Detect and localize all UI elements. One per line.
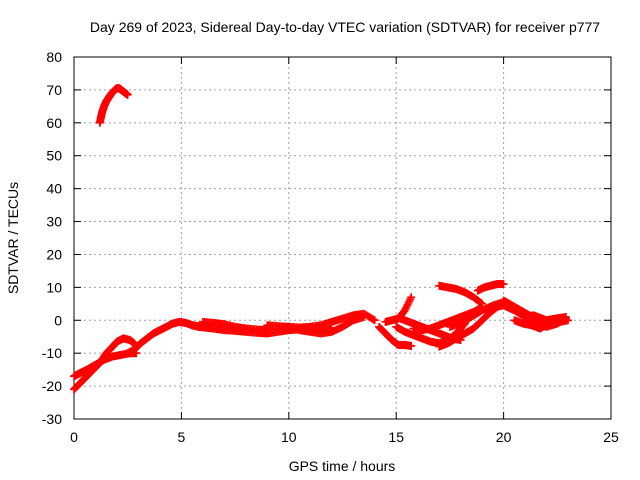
y-tick-label: -30 — [42, 411, 62, 427]
axis-ticks: 0 5 10 15 20 25 -30 -20 -10 0 10 20 30 40 50 60 70 80 — [42, 49, 619, 445]
data-point — [123, 90, 132, 99]
data-point — [564, 316, 573, 325]
data-point — [476, 298, 485, 307]
data-point — [407, 341, 416, 350]
y-tick-label: 80 — [46, 49, 62, 65]
data-point — [359, 312, 368, 321]
y-tick-label: 10 — [46, 279, 62, 295]
series-arc-16 — [473, 280, 508, 295]
x-tick-label: 5 — [178, 429, 186, 445]
series-arc-1 — [70, 334, 139, 394]
x-axis-label: GPS time / hours — [289, 458, 396, 474]
x-tick-label: 0 — [70, 429, 78, 445]
series-arc-8 — [375, 322, 416, 350]
series-arc-20 — [510, 316, 562, 333]
y-tick-label: -10 — [42, 345, 62, 361]
y-tick-label: 0 — [54, 312, 62, 328]
plot-frame — [73, 56, 612, 420]
y-tick-label: -20 — [42, 378, 62, 394]
series-arc-12 — [409, 303, 487, 335]
y-tick-label: 60 — [46, 115, 62, 131]
data-point — [370, 316, 379, 325]
y-axis-label: SDTVAR / TECUs — [5, 182, 21, 294]
x-tick-label: 25 — [603, 429, 619, 445]
x-tick-label: 10 — [281, 429, 297, 445]
series-arc-7 — [295, 312, 368, 338]
x-tick-label: 20 — [496, 429, 512, 445]
series-arc-high — [95, 84, 132, 127]
x-tick-label: 15 — [388, 429, 404, 445]
y-tick-label: 50 — [46, 148, 62, 164]
data-point — [499, 280, 508, 289]
grid-lines — [74, 57, 611, 419]
y-tick-label: 20 — [46, 246, 62, 262]
y-tick-label: 30 — [46, 214, 62, 230]
chart-title: Day 269 of 2023, Sidereal Day-to-day VTE… — [90, 19, 600, 35]
series-arc-5 — [198, 317, 272, 335]
data-point — [553, 316, 562, 325]
series-arc-13 — [435, 281, 487, 308]
y-tick-label: 40 — [46, 181, 62, 197]
data-point — [369, 315, 378, 324]
data-point — [407, 293, 416, 302]
data-markers — [70, 84, 573, 394]
y-tick-label: 70 — [46, 82, 62, 98]
